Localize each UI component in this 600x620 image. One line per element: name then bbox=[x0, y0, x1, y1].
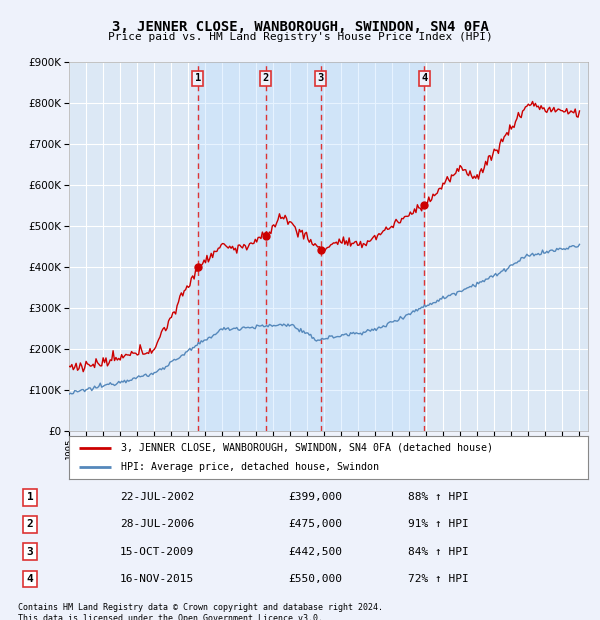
Bar bbox=[266, 62, 320, 431]
Text: 91% ↑ HPI: 91% ↑ HPI bbox=[408, 520, 469, 529]
Text: 3, JENNER CLOSE, WANBOROUGH, SWINDON, SN4 0FA (detached house): 3, JENNER CLOSE, WANBOROUGH, SWINDON, SN… bbox=[121, 443, 493, 453]
Text: 4: 4 bbox=[26, 574, 34, 584]
Text: 16-NOV-2015: 16-NOV-2015 bbox=[120, 574, 194, 584]
Text: 1: 1 bbox=[26, 492, 34, 502]
Text: 3: 3 bbox=[317, 73, 324, 84]
Text: £550,000: £550,000 bbox=[288, 574, 342, 584]
Text: 72% ↑ HPI: 72% ↑ HPI bbox=[408, 574, 469, 584]
Bar bbox=[197, 62, 266, 431]
Text: £399,000: £399,000 bbox=[288, 492, 342, 502]
Text: HPI: Average price, detached house, Swindon: HPI: Average price, detached house, Swin… bbox=[121, 463, 379, 472]
Text: 84% ↑ HPI: 84% ↑ HPI bbox=[408, 547, 469, 557]
Text: 1: 1 bbox=[194, 73, 201, 84]
Text: £475,000: £475,000 bbox=[288, 520, 342, 529]
Bar bbox=[320, 62, 424, 431]
Text: 2: 2 bbox=[26, 520, 34, 529]
Text: £442,500: £442,500 bbox=[288, 547, 342, 557]
Text: 22-JUL-2002: 22-JUL-2002 bbox=[120, 492, 194, 502]
Text: 88% ↑ HPI: 88% ↑ HPI bbox=[408, 492, 469, 502]
Text: 3: 3 bbox=[26, 547, 34, 557]
Text: 28-JUL-2006: 28-JUL-2006 bbox=[120, 520, 194, 529]
Text: Price paid vs. HM Land Registry's House Price Index (HPI): Price paid vs. HM Land Registry's House … bbox=[107, 32, 493, 42]
Text: Contains HM Land Registry data © Crown copyright and database right 2024.
This d: Contains HM Land Registry data © Crown c… bbox=[18, 603, 383, 620]
Text: 4: 4 bbox=[421, 73, 427, 84]
Text: 3, JENNER CLOSE, WANBOROUGH, SWINDON, SN4 0FA: 3, JENNER CLOSE, WANBOROUGH, SWINDON, SN… bbox=[112, 20, 488, 34]
Text: 15-OCT-2009: 15-OCT-2009 bbox=[120, 547, 194, 557]
Text: 2: 2 bbox=[263, 73, 269, 84]
